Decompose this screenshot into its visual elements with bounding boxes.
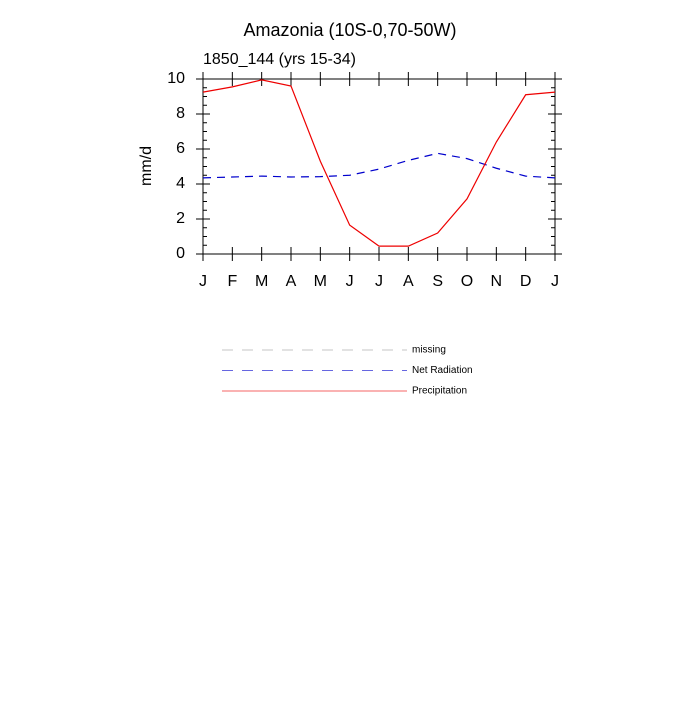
y-tick-label: 6 [176, 140, 185, 157]
x-tick-label: J [199, 273, 207, 290]
x-tick-label: J [375, 273, 383, 290]
x-tick-label: F [227, 273, 237, 290]
y-tick-label: 4 [176, 175, 185, 192]
series-line [202, 152, 556, 179]
x-tick-label: A [286, 273, 297, 290]
chart-title: Amazonia (10S-0,70-50W) [243, 20, 456, 40]
plot-frame [202, 78, 556, 255]
legend-label: Net Radiation [412, 365, 473, 376]
legend-label: Precipitation [412, 386, 467, 397]
y-tick-label: 0 [176, 245, 185, 262]
y-tick-label: 10 [167, 70, 185, 87]
x-tick-label: S [432, 273, 443, 290]
x-tick-label: A [403, 273, 414, 290]
legend-label: missing [412, 345, 446, 356]
x-tick-label: J [346, 273, 354, 290]
x-tick-label: D [520, 273, 532, 290]
chart-subtitle: 1850_144 (yrs 15-34) [203, 51, 356, 68]
y-axis-label: mm/d [138, 146, 155, 186]
series-line [202, 79, 556, 247]
x-tick-label: O [461, 273, 473, 290]
x-tick-label: N [491, 273, 503, 290]
y-tick-label: 2 [176, 210, 185, 227]
y-tick-label: 8 [176, 105, 185, 122]
x-tick-label: M [314, 273, 327, 290]
x-tick-label: J [551, 273, 559, 290]
x-tick-label: M [255, 273, 268, 290]
